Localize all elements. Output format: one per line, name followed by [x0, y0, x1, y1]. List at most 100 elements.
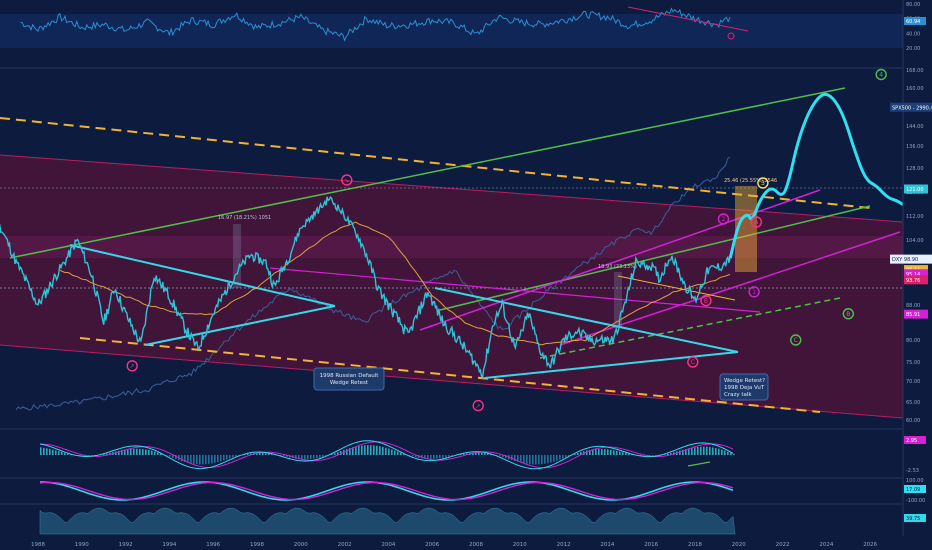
measure-box-2019: [735, 186, 757, 272]
macd-divergence-line: [687, 461, 711, 467]
note-2019: Wedge Retest? 1998 Deja VuT Crazy talk: [719, 373, 769, 401]
price-tag-text: SPX500 - 2990.42: [892, 105, 932, 111]
dxy-projection-line: [728, 92, 915, 261]
measure-label-1995: 16.97 (18.21%) 1051: [218, 215, 271, 221]
note-1998-text: 1998 Russian Default Wedge Retest: [320, 373, 380, 386]
time-tick: 1998: [250, 542, 264, 548]
volume-last-tag-text: 39.75: [906, 516, 920, 522]
macd-line: [39, 440, 734, 470]
green-dashed-line: [539, 297, 841, 359]
price-tick: 160.00: [906, 86, 924, 92]
wave-marker: A: [750, 216, 763, 228]
stoch-tick: -100.00: [906, 498, 925, 504]
price-tick: 80.00: [906, 338, 920, 344]
orange-dashed-lower: [79, 337, 821, 413]
rsi-tick: 20.00: [906, 46, 920, 52]
rsi-divergence-line: [627, 6, 749, 32]
time-tick: 2016: [644, 542, 658, 548]
time-tick: 1996: [206, 542, 220, 548]
measure-label-2019: 25.46 (25.55%) 2546: [724, 178, 777, 184]
time-tick: 2022: [776, 542, 790, 548]
wave-marker-label: ↗: [130, 363, 135, 370]
moving-average-line: [59, 221, 731, 346]
note-2019-line2: 1998 Deja VuT: [724, 385, 765, 391]
wedge-lower-left: [144, 305, 336, 346]
price-tick: 112.00: [906, 214, 924, 220]
wave-marker: C: [687, 356, 699, 368]
price-tick: 128.00: [906, 166, 924, 172]
wave-marker: B: [842, 308, 854, 320]
time-tick: 2010: [513, 542, 527, 548]
wave-marker-label: A: [754, 219, 759, 226]
price-tick: 168.00: [906, 68, 924, 74]
stoch-line-b: [39, 481, 734, 501]
measure-box-2014: [614, 272, 622, 328]
time-tick: 1990: [75, 542, 89, 548]
macd-panel: [39, 440, 735, 470]
price-tag-text: DXY 98.90: [892, 257, 918, 263]
note-1998: 1998 Russian Default Wedge Retest: [313, 367, 385, 391]
price-tag: 95.14: [904, 269, 928, 279]
wave-marker-label: B: [704, 298, 708, 305]
time-tick: 2006: [425, 542, 439, 548]
time-tick: 2002: [338, 542, 352, 548]
price-tick: 65.00: [906, 400, 920, 406]
time-tick: 1992: [119, 542, 133, 548]
rsi-last-tag-text: 60.94: [906, 19, 920, 25]
price-tick: 60.00: [906, 418, 920, 424]
time-axis[interactable]: 1988 1990 1992 1994 1996 1998 2000 2002 2004 2006…: [31, 542, 878, 548]
time-tick: 1994: [162, 542, 176, 548]
price-tag: 121.00: [904, 184, 928, 194]
green-trend-upper: [9, 87, 846, 259]
wave-marker: 1: [748, 286, 760, 298]
wave-marker-label: ↗: [476, 403, 481, 410]
macd-histogram: [40, 445, 735, 465]
yellow-wedge-side: [617, 275, 736, 301]
measure-box-1995: [233, 224, 241, 288]
volume-axis: 39.75: [904, 514, 926, 522]
macd-last-tag-text: 2.95: [906, 438, 917, 444]
wave-marker: ↗: [472, 399, 484, 412]
time-tick: 2014: [600, 542, 614, 548]
wave-marker-label: 1: [752, 289, 756, 296]
time-tick: 2018: [688, 542, 702, 548]
price-tag-text: 95.14: [906, 272, 920, 278]
green-trend-lower: [439, 205, 871, 311]
macd-signal-line: [40, 441, 734, 469]
wave-marker: ↗: [126, 360, 138, 372]
stoch-panel: [39, 481, 734, 501]
price-tick: 70.00: [906, 379, 920, 385]
stoch-axis: 100.00 -100.00 17.09: [904, 478, 926, 504]
time-tick: 2000: [294, 542, 308, 548]
rsi-tick: 40.00: [906, 31, 920, 37]
wave-marker: 2: [717, 213, 730, 225]
rsi-tick: 80.00: [906, 2, 920, 8]
note-2019-line3: Crazy talk: [724, 392, 752, 398]
wave-marker-label: 2: [722, 216, 726, 223]
note-1998-line2: Wedge Retest: [330, 380, 369, 386]
wave-marker-label: 3: [761, 180, 765, 187]
volume-panel: [39, 507, 736, 535]
wave-markers: ↘ ↗ ↗ 4 3 2 1 A B C C B: [126, 68, 887, 412]
wedge-lower-right: [484, 351, 739, 379]
time-tick: 2024: [819, 542, 833, 548]
rsi-line: [20, 7, 731, 42]
price-tick: 88.00: [906, 303, 920, 309]
price-tag-text: 85.91: [906, 312, 920, 318]
rsi-band: [0, 14, 903, 48]
orange-dashed-upper: [0, 117, 871, 209]
note-1998-box: [313, 367, 385, 391]
time-tick: 2012: [557, 542, 571, 548]
price-tick: 136.00: [906, 144, 924, 150]
rsi-divergence-marker: [727, 32, 735, 40]
price-tag: 85.91: [904, 309, 928, 319]
wedge-upper-right: [434, 287, 739, 353]
channel-upper-edge: [0, 154, 904, 223]
wave-marker: ↘: [341, 174, 353, 186]
note-2019-line1: Wedge Retest?: [724, 378, 765, 384]
spx-overlay-line: [15, 156, 731, 411]
